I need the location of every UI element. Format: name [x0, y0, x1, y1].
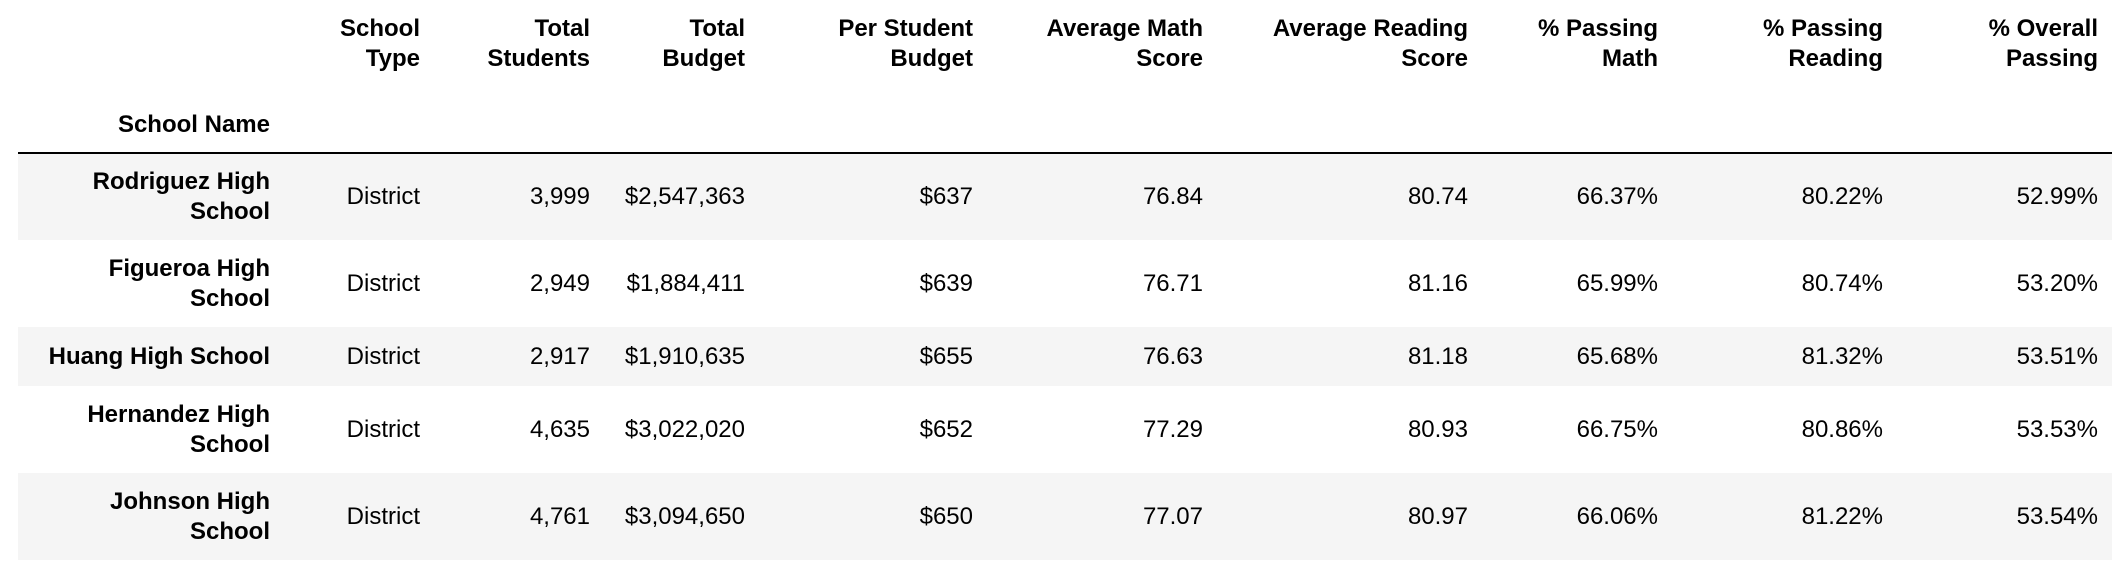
table-cell: 81.18: [1407, 342, 1468, 370]
dataframe-output: School Type Total Students Total Budget …: [18, 14, 2112, 560]
column-header-total-students: Total Students: [487, 15, 590, 72]
table-cell: 81.22%: [1801, 502, 1883, 530]
column-header-school-type: School Type: [339, 15, 420, 72]
table-cell: 76.71: [1142, 269, 1203, 297]
row-label: Figueroa High School: [108, 254, 270, 312]
table-cell: 65.99%: [1576, 269, 1658, 297]
column-header-passing-reading: % Passing Reading: [1762, 15, 1883, 72]
table-cell: $1,910,635: [624, 342, 745, 370]
table-cell: 53.54%: [2016, 502, 2098, 530]
table-cell: District: [346, 269, 420, 297]
column-header-passing-math: % Passing Math: [1537, 15, 1658, 72]
column-header-row: School Type Total Students Total Budget …: [18, 14, 2112, 84]
table-cell: 2,917: [529, 342, 590, 370]
row-label: Huang High School: [48, 342, 270, 370]
table-cell: 77.07: [1142, 502, 1203, 530]
column-header-per-student-budget: Per Student Budget: [838, 15, 973, 72]
table-cell: 53.51%: [2016, 342, 2098, 370]
table-cell: 53.53%: [2016, 415, 2098, 443]
table-cell: District: [346, 342, 420, 370]
table-cell: $650: [919, 502, 973, 530]
table-cell: 76.84: [1142, 183, 1203, 210]
index-header-school-name: School Name: [117, 111, 270, 138]
table-cell: 65.68%: [1576, 342, 1658, 370]
table-cell: 52.99%: [2016, 183, 2098, 210]
table-cell: 3,999: [529, 183, 590, 210]
school-summary-table: School Type Total Students Total Budget …: [18, 14, 2112, 560]
table-cell: 4,761: [529, 502, 590, 530]
table-row: Rodriguez High School District 3,999 $2,…: [18, 153, 2112, 240]
table-cell: $639: [919, 269, 973, 297]
table-cell: 80.86%: [1801, 415, 1883, 443]
index-header-blank: [18, 14, 284, 84]
table-header: School Type Total Students Total Budget …: [18, 14, 2112, 153]
table-row: Huang High School District 2,917 $1,910,…: [18, 327, 2112, 386]
column-header-overall-passing: % Overall Passing: [1988, 15, 2098, 72]
table-row: Figueroa High School District 2,949 $1,8…: [18, 240, 2112, 327]
table-cell: 81.32%: [1801, 342, 1883, 370]
table-cell: 80.74%: [1801, 269, 1883, 297]
table-cell: 66.75%: [1576, 415, 1658, 443]
table-row: Johnson High School District 4,761 $3,09…: [18, 473, 2112, 560]
table-cell: 66.37%: [1576, 183, 1658, 210]
table-cell: 77.29: [1142, 415, 1203, 443]
table-cell: 66.06%: [1576, 502, 1658, 530]
row-label: Hernandez High School: [87, 400, 270, 458]
table-row: Hernandez High School District 4,635 $3,…: [18, 386, 2112, 473]
table-cell: $637: [919, 183, 973, 210]
table-cell: 2,949: [529, 269, 590, 297]
table-cell: 76.63: [1142, 342, 1203, 370]
table-body: Rodriguez High School District 3,999 $2,…: [18, 153, 2112, 560]
table-cell: 4,635: [529, 415, 590, 443]
table-cell: $652: [919, 415, 973, 443]
table-cell: 80.74: [1407, 183, 1468, 210]
table-cell: $1,884,411: [626, 269, 745, 297]
row-label: Johnson High School: [110, 487, 270, 545]
table-cell: 80.22%: [1801, 183, 1883, 210]
column-header-average-reading-score: Average Reading Score: [1272, 15, 1468, 72]
table-cell: District: [346, 502, 420, 530]
table-cell: District: [346, 415, 420, 443]
table-cell: $3,022,020: [624, 415, 745, 443]
index-header-row: School Name: [18, 84, 2112, 153]
table-cell: $3,094,650: [624, 502, 745, 530]
table-cell: $2,547,363: [624, 183, 745, 210]
row-label: Rodriguez High School: [92, 168, 270, 225]
table-cell: 80.93: [1407, 415, 1468, 443]
table-cell: 81.16: [1407, 269, 1468, 297]
table-cell: District: [346, 183, 420, 210]
table-cell: 80.97: [1407, 502, 1468, 530]
table-cell: $655: [919, 342, 973, 370]
column-header-average-math-score: Average Math Score: [1046, 15, 1204, 72]
table-cell: 53.20%: [2016, 269, 2098, 297]
column-header-total-budget: Total Budget: [662, 15, 745, 72]
